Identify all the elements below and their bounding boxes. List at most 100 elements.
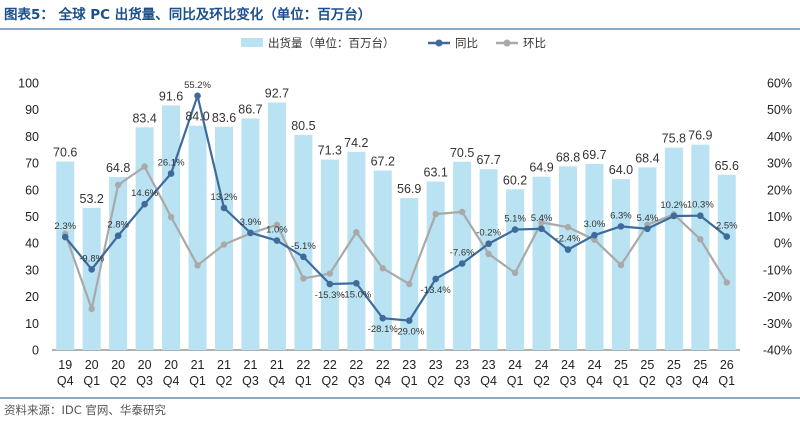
yoy-value-label: 5.4% [531, 213, 553, 224]
x-tick-quarter: Q3 [136, 374, 153, 388]
yoy-value-label: -5.1% [291, 241, 316, 252]
shipment-value-label: 68.4 [635, 151, 659, 165]
qoq-point [458, 208, 466, 216]
yoy-point [405, 317, 413, 324]
x-tick-quarter: Q2 [639, 374, 656, 388]
shipment-value-label: 70.5 [450, 146, 474, 160]
yoy-value-label: -28.1% [368, 324, 399, 335]
yoy-value-label: 5.1% [504, 214, 526, 225]
y-left-tick-label: 0 [32, 344, 39, 358]
shipment-bar [664, 147, 683, 350]
yoy-point [564, 246, 572, 253]
yoy-point [167, 170, 175, 177]
shipment-bar [691, 144, 710, 350]
x-tick-year: 23 [429, 358, 443, 372]
x-tick-year: 22 [296, 358, 310, 372]
yoy-point [379, 314, 387, 322]
qoq-point [379, 265, 386, 272]
x-tick-year: 21 [191, 358, 205, 372]
yoy-value-label: -13.4% [421, 285, 452, 296]
y-left-tick-label: 20 [25, 290, 39, 304]
y-right-tick-label: 10% [767, 210, 792, 224]
qoq-point [723, 279, 730, 286]
shipment-value-label: 64.9 [529, 161, 553, 175]
shipment-bar [109, 176, 128, 350]
x-tick-year: 23 [482, 358, 496, 372]
shipment-bar [294, 135, 313, 350]
x-tick-quarter: Q3 [560, 374, 577, 388]
qoq-point [88, 305, 95, 313]
shipment-value-label: 60.2 [503, 173, 527, 187]
shipment-value-label: 80.5 [291, 119, 315, 133]
yoy-value-label: -15.3% [315, 290, 346, 301]
x-tick-year: 19 [58, 358, 72, 372]
yoy-point [697, 212, 704, 219]
yoy-point [432, 275, 439, 283]
x-tick-quarter: Q4 [480, 374, 497, 388]
qoq-point [194, 262, 201, 269]
yoy-point [194, 92, 201, 100]
shipment-bar [479, 169, 498, 350]
yoy-point [591, 231, 598, 239]
x-tick-year: 23 [455, 358, 469, 372]
yoy-point [458, 260, 466, 267]
qoq-point [406, 280, 413, 288]
y-right-tick-label: 0% [774, 237, 792, 251]
shipment-bar [532, 176, 551, 350]
plot-area: 0 10 20 30 40 50 60 70 80 90 100 -40% -30% -20% -10% 0%… [18, 77, 792, 389]
x-tick-year: 20 [164, 358, 178, 372]
yoy-point [353, 279, 360, 287]
yoy-value-label: 2.3% [54, 221, 76, 232]
shipment-value-label: 65.6 [715, 159, 739, 173]
qoq-point [697, 235, 704, 243]
yoy-value-label: 26.1% [158, 158, 185, 169]
x-tick-quarter: Q2 [533, 374, 550, 388]
legend-yoy-marker [435, 39, 443, 47]
shipment-value-label: 56.9 [397, 182, 421, 196]
x-tick-quarter: Q4 [692, 374, 709, 388]
x-tick-year: 24 [535, 358, 549, 372]
x-tick-quarter: Q1 [507, 374, 524, 388]
y-right-tick-label: 50% [767, 103, 792, 117]
x-tick-year: 21 [217, 358, 231, 372]
shipment-value-label: 71.3 [318, 144, 342, 158]
x-tick-quarter: Q3 [242, 374, 259, 388]
yoy-point [617, 223, 625, 230]
y-left-tick-label: 80 [25, 130, 39, 144]
shipment-value-label: 76.9 [688, 129, 712, 143]
legend-bar-label: 出货量（单位：百万台） [268, 36, 395, 50]
y-left-tick-label: 10 [25, 317, 39, 331]
yoy-value-label: -0.2% [476, 228, 501, 239]
legend-bar-swatch [241, 38, 263, 47]
x-tick-quarter: Q1 [189, 374, 206, 388]
x-tick-year: 20 [85, 358, 99, 372]
yoy-value-label: -7.6% [450, 247, 475, 258]
qoq-point [114, 181, 122, 189]
shipment-bar [347, 151, 366, 350]
x-tick-quarter: Q2 [216, 374, 233, 388]
shipment-value-label: 92.7 [265, 86, 289, 100]
yoy-value-label: -9.8% [79, 253, 104, 264]
y-right-tick-label: -30% [763, 317, 792, 331]
y-right-tick-label: 40% [767, 130, 792, 144]
qoq-point [167, 213, 175, 221]
x-tick-quarter: Q2 [110, 374, 127, 388]
y-left-tick-label: 40 [25, 237, 39, 251]
yoy-point [670, 212, 678, 220]
x-tick-quarter: Q1 [718, 374, 735, 388]
source-note: 资料来源：IDC 官网、华泰研究 [4, 403, 166, 417]
yoy-value-label: 2.8% [107, 220, 129, 231]
shipment-value-label: 67.7 [476, 153, 500, 167]
x-tick-quarter: Q1 [295, 374, 312, 388]
legend: 出货量（单位：百万台） 同比 环比 [241, 36, 546, 50]
y-left-tick-label: 60 [25, 183, 39, 197]
yoy-value-label: 6.3% [610, 210, 632, 221]
y-right-tick-label: 60% [767, 77, 792, 91]
shipment-bar [215, 126, 233, 351]
x-tick-year: 25 [667, 358, 681, 372]
shipment-bar [135, 127, 154, 351]
yoy-value-label: 1.0% [266, 225, 288, 236]
qoq-point [220, 241, 228, 248]
y-right-tick-label: -40% [763, 344, 792, 358]
x-tick-quarter: Q2 [427, 374, 444, 388]
